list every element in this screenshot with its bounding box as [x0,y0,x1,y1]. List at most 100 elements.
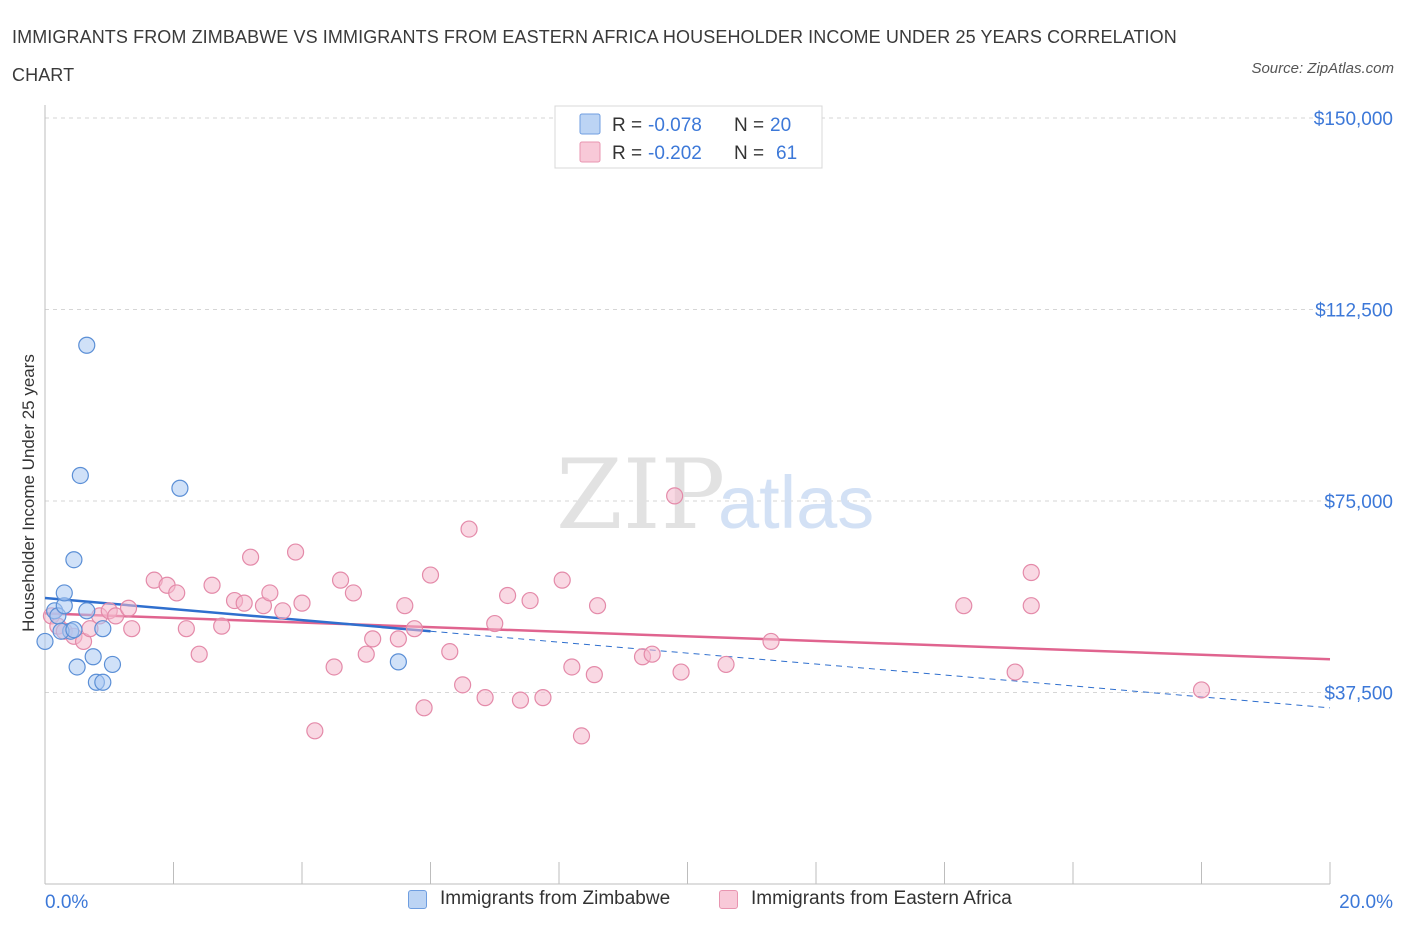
top-legend: R = -0.078 N = 20 R = -0.202 N = 61 [554,105,823,169]
data-point-zimbabwe [94,673,112,691]
data-point-eastern-africa [476,689,494,707]
y-tick-label: $37,500 [1324,684,1393,705]
data-point-eastern-africa [585,666,603,684]
data-point-eastern-africa [415,699,433,717]
y-tick-label: $75,000 [1324,492,1393,513]
data-point-eastern-africa [1022,597,1040,615]
data-point-eastern-africa [119,599,138,617]
legend-swatch-eastern-africa [579,141,601,163]
data-points [36,336,1211,745]
data-point-eastern-africa [405,620,424,638]
legend-item-eastern-africa: Immigrants from Eastern Africa [719,888,1012,910]
data-point-eastern-africa [331,571,350,589]
data-point-zimbabwe [65,551,83,569]
legend-n-label: N = [734,115,764,136]
data-point-zimbabwe [36,632,54,651]
legend-n-value: 20 [770,115,791,136]
data-point-zimbabwe [71,466,89,485]
trendline-zimbabwe-extension [430,630,1331,709]
data-point-eastern-africa [421,566,440,584]
data-point-eastern-africa [325,658,343,676]
legend-r-label: R = [612,115,642,136]
legend-r-value: -0.202 [648,143,702,164]
data-point-zimbabwe [389,653,407,671]
legend-n-label: N = [734,143,764,164]
data-point-eastern-africa [123,620,141,638]
data-point-eastern-africa [643,645,661,663]
trendline-eastern-africa [44,612,1331,661]
data-point-eastern-africa [454,676,472,694]
legend-swatch-eastern-africa [719,889,738,909]
x-tick-label: 0.0% [45,892,88,913]
data-point-zimbabwe [55,584,73,602]
data-point-eastern-africa [553,571,571,589]
bottom-legend: Immigrants from Zimbabwe Immigrants from… [0,888,1406,916]
data-point-eastern-africa [107,607,125,625]
data-point-zimbabwe [94,620,112,638]
watermark-atlas: atlas [718,461,874,544]
data-point-eastern-africa [306,722,324,740]
x-tick-labels: 0.0% 20.0% [45,892,1393,913]
data-point-eastern-africa [235,594,253,612]
watermark-zip: ZIP [556,439,725,551]
data-point-eastern-africa [177,620,195,638]
legend-item-zimbabwe: Immigrants from Zimbabwe [408,888,670,910]
data-point-eastern-africa [534,689,552,707]
y-tick-label: $150,000 [1314,109,1393,130]
data-point-eastern-africa [499,586,517,605]
data-point-eastern-africa [762,632,780,651]
data-point-eastern-africa [717,655,735,674]
data-point-eastern-africa [293,594,311,612]
legend-n-value: 61 [776,143,797,164]
data-point-eastern-africa [364,630,382,648]
data-point-eastern-africa [486,614,504,633]
data-point-zimbabwe [84,648,102,666]
data-point-eastern-africa [261,584,279,602]
data-point-eastern-africa [460,520,478,538]
trendlines [44,596,1331,709]
data-point-eastern-africa [511,691,530,709]
data-point-eastern-africa [190,645,208,663]
data-point-eastern-africa [1006,663,1024,681]
chart-title: IMMIGRANTS FROM ZIMBABWE VS IMMIGRANTS F… [12,27,1177,85]
legend-swatch-zimbabwe [408,889,427,909]
data-point-eastern-africa [955,597,973,615]
data-point-eastern-africa [563,658,581,676]
data-point-eastern-africa [213,617,231,635]
x-tick-label: 20.0% [1339,892,1393,913]
source-label: Source: ZipAtlas.com [1251,60,1394,77]
data-point-eastern-africa [572,727,591,745]
data-point-eastern-africa [588,597,607,615]
axes [44,105,1331,885]
y-tick-labels: $37,500 $75,000 $112,500 $150,000 [1314,109,1393,705]
data-point-zimbabwe [65,621,83,639]
y-tick-label: $112,500 [1315,301,1393,322]
data-point-zimbabwe [103,655,122,674]
data-point-zimbabwe [78,602,96,620]
data-point-eastern-africa [1022,563,1040,582]
data-point-eastern-africa [203,576,221,594]
data-point-eastern-africa [666,487,684,505]
data-point-eastern-africa [672,663,690,681]
legend-label-zimbabwe: Immigrants from Zimbabwe [440,888,671,909]
data-point-eastern-africa [286,543,305,561]
data-point-eastern-africa [168,584,186,602]
data-point-zimbabwe [78,336,96,354]
data-point-eastern-africa [274,602,292,620]
data-point-eastern-africa [1192,681,1211,699]
data-point-eastern-africa [521,591,539,610]
data-point-eastern-africa [357,645,375,663]
data-point-eastern-africa [344,584,362,602]
legend-r-label: R = [612,143,642,164]
legend-r-value: -0.078 [648,115,702,136]
data-point-zimbabwe [68,658,86,676]
data-point-eastern-africa [242,548,260,566]
data-point-zimbabwe [171,479,189,497]
data-point-eastern-africa [441,643,459,661]
legend-label-eastern-africa: Immigrants from Eastern Africa [751,888,1012,909]
legend-swatch-zimbabwe [579,113,601,135]
data-point-eastern-africa [389,630,407,648]
y-axis-label: Householder Income Under 25 years [19,354,38,632]
data-point-eastern-africa [396,597,414,615]
